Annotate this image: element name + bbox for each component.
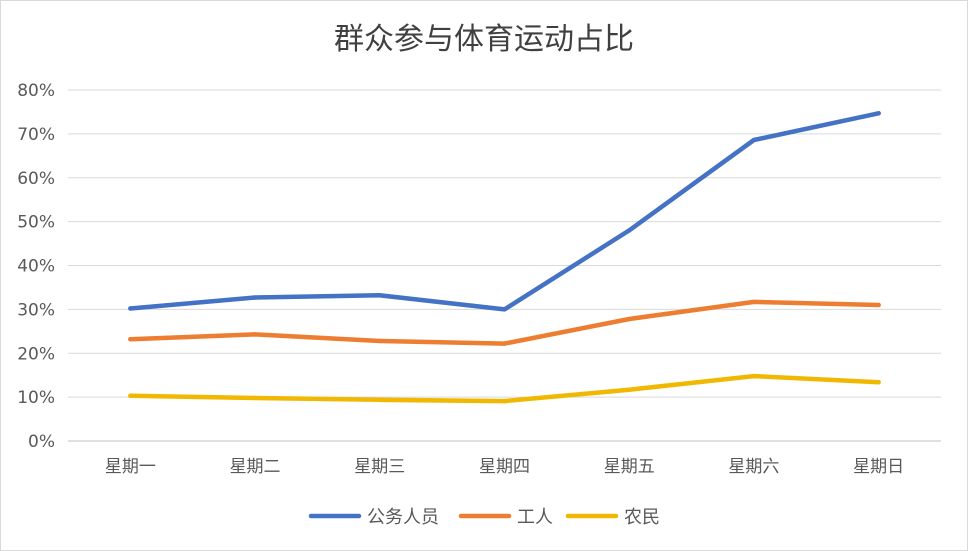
legend-label: 工人 [517,507,553,528]
data-point [627,387,632,392]
y-tick-label: 10% [17,388,55,408]
y-tick-label: 30% [17,300,55,320]
x-tick-label: 星期三 [354,457,405,477]
y-tick-label: 50% [17,213,55,233]
data-point [252,332,258,337]
legend-label: 公务人员 [367,507,439,528]
y-tick-label: 60% [17,169,55,189]
data-point [502,398,507,404]
data-point [876,111,881,116]
data-point [502,307,507,312]
data-point [377,397,382,402]
data-point [252,295,258,300]
y-tick-label: 70% [17,125,55,145]
series-lines [128,111,881,404]
y-tick-label: 80% [17,81,55,101]
data-point [876,302,881,308]
data-point [751,299,757,305]
data-point [627,316,632,322]
data-point [377,293,382,298]
data-point [751,137,757,143]
x-tick-label: 星期二 [230,457,281,477]
data-point [751,373,757,379]
y-tick-label: 40% [17,257,55,277]
x-tick-label: 星期五 [604,457,655,477]
data-point [128,337,133,342]
y-axis-ticks: 0% 10% 20% 30% 40% 50% 60% 70% 80% [17,81,55,452]
data-point [876,380,881,385]
data-point [502,341,507,346]
x-tick-label: 星期日 [853,457,904,477]
series-line-1 [128,111,881,312]
data-point [128,306,133,311]
x-tick-label: 星期六 [728,457,779,477]
x-axis-ticks: 星期一 星期二 星期三 星期四 星期五 星期六 星期日 [105,457,904,477]
data-point [627,228,632,233]
chart-title: 群众参与体育运动占比 [334,22,634,57]
y-tick-label: 0% [28,432,55,452]
x-tick-label: 星期四 [479,457,530,477]
data-point [252,395,258,401]
legend-label: 农民 [624,507,660,528]
data-point [377,338,382,344]
legend: 公务人员 工人 农民 [308,507,660,528]
data-point [128,393,133,399]
gridlines [68,89,941,442]
x-tick-label: 星期一 [105,457,156,477]
y-tick-label: 20% [17,344,55,364]
